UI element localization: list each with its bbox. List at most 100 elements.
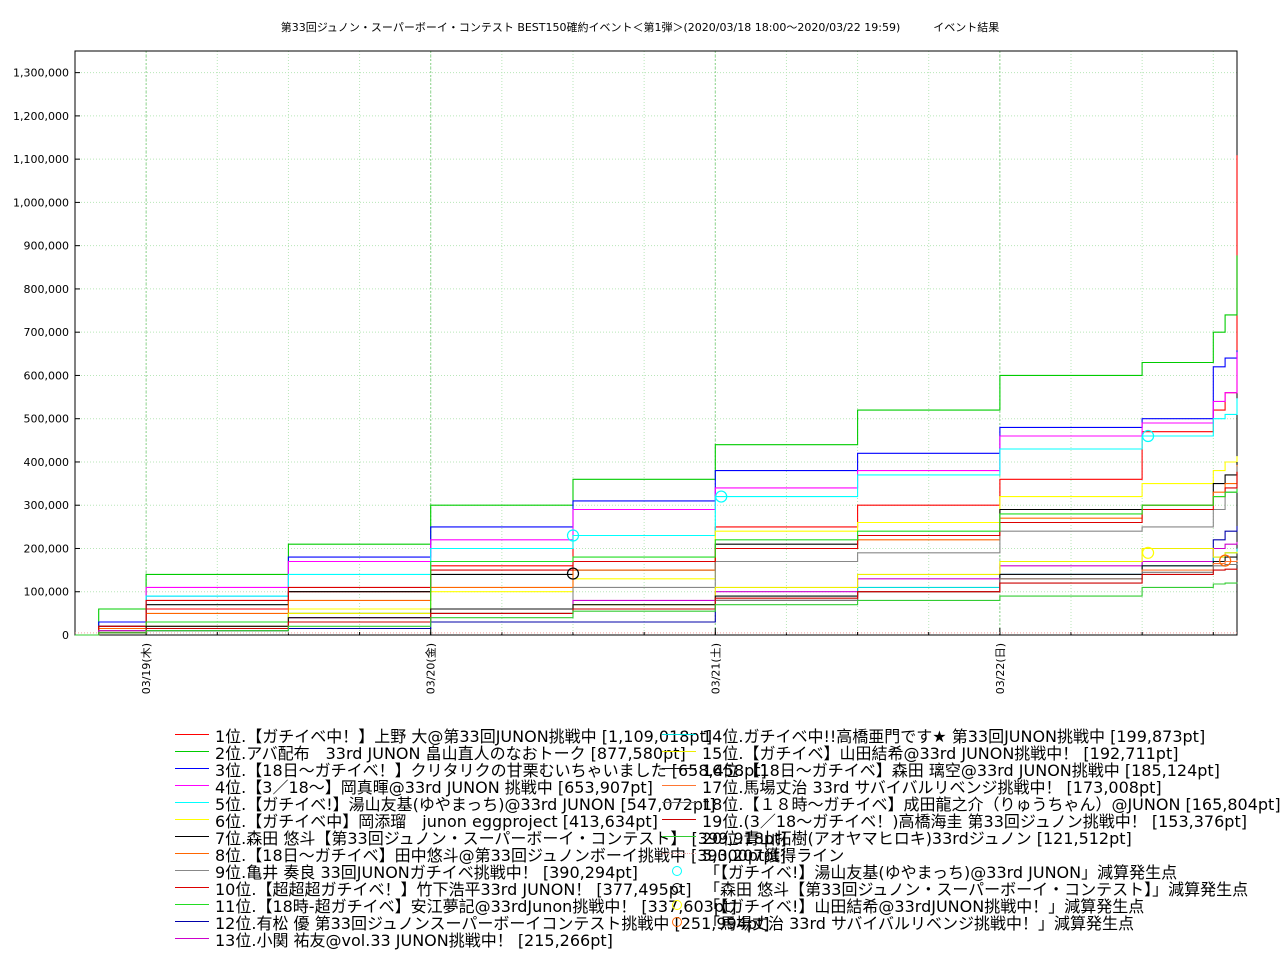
legend-item-series-20: 20位.青山拓樹(アオヤマヒロキ)33rdジュノン [121,512pt] <box>662 828 1132 848</box>
y-tick-label: 0 <box>62 629 69 642</box>
legend-label: 16位.【18日〜ガチイベ】森田 璃空@33rd JUNON挑戦中 [185,1… <box>702 760 1220 780</box>
legend-item-series-3: 3位.【18日〜ガチイベ！】クリタリクの甘栗むいちゃいました [658,458p… <box>175 760 767 780</box>
legend-swatch <box>175 887 209 888</box>
legend-swatch <box>175 870 209 871</box>
y-tick-label: 700,000 <box>24 326 70 339</box>
axes <box>74 50 1238 636</box>
y-tick-label: 900,000 <box>24 240 70 253</box>
y-tick-label: 1,100,000 <box>13 153 69 166</box>
y-tick-label: 1,200,000 <box>13 110 69 123</box>
legend-item-series-9: 9位.亀井 奏良 33回JUNONガチイベ挑戦中！ [390,294pt] <box>175 862 638 882</box>
legend-label: 「【ガチイベ!】山田結希@33rdJUNON挑戦中！」減算発生点 <box>704 896 1145 916</box>
legend-swatch <box>662 785 696 786</box>
series-line-19 <box>75 568 1238 636</box>
legend-item-marker-3: 「【ガチイベ!】山田結希@33rdJUNON挑戦中！」減算発生点 <box>668 896 1144 916</box>
legend-label: 5,000pt獲得ライン <box>702 845 845 865</box>
series-line-9 <box>75 466 1238 636</box>
x-tick-label: 03/20(金) <box>424 643 438 694</box>
marker-point-3 <box>1141 546 1155 559</box>
series-line-2 <box>75 255 1238 636</box>
legend-item-marker-4: 「馬場丈治 33rd サバイバルリベンジ挑戦中！」減算発生点 <box>668 913 1134 933</box>
y-tick-label: 600,000 <box>24 369 70 382</box>
legend-label: 18位.【１８時〜ガチイベ】成田龍之介（りゅうちゃん）@JUNON [165,8… <box>702 794 1280 814</box>
series-line-1 <box>75 155 1238 636</box>
series-line-17 <box>75 560 1238 636</box>
legend-swatch <box>175 853 209 854</box>
legend-swatch <box>662 853 696 854</box>
legend-swatch <box>672 865 682 876</box>
legend-swatch <box>672 882 682 893</box>
legend-label: 15位.【ガチイベ】山田結希@33rd JUNON挑戦中！ [192,711pt… <box>702 743 1179 763</box>
legend-label: 3位.【18日〜ガチイベ！】クリタリクの甘栗むいちゃいました [658,458p… <box>215 760 767 780</box>
marker-point-1 <box>715 490 728 503</box>
legend-label: 8位.【18日〜ガチイベ】田中悠斗@第33回ジュノンボーイ挑戦中 [393,20… <box>215 845 787 865</box>
legend-swatch <box>662 734 696 735</box>
grid <box>74 51 1237 636</box>
legend-label: 7位.森田 悠斗【第33回ジュノン・スーパーボーイ・コンテスト】 [399,91… <box>215 828 787 848</box>
x-tick-label: 03/22(日) <box>994 643 1007 694</box>
series-lines <box>75 155 1238 636</box>
legend-label: 11位.【18時-超ガチイベ】安江夢記@33rdJunon挑戦中！ [337,6… <box>215 896 737 916</box>
legend-label: 14位.ガチイベ中!!高橋亜門です★ 第33回JUNON挑戦中 [199,873… <box>702 726 1206 746</box>
legend-item-series-12: 12位.有松 優 第33回ジュノンスーパーボーイコンテスト挑戦中 [251,99… <box>175 913 770 933</box>
y-tick-label: 1,300,000 <box>13 67 69 80</box>
legend-swatch <box>175 785 209 786</box>
legend-label: 12位.有松 優 第33回ジュノンスーパーボーイコンテスト挑戦中 [251,99… <box>215 913 770 933</box>
legend-label: 20位.青山拓樹(アオヤマヒロキ)33rdジュノン [121,512pt] <box>702 828 1132 848</box>
marker-point-1 <box>1141 429 1155 443</box>
y-tick-label: 800,000 <box>24 283 70 296</box>
series-line-13 <box>75 541 1238 636</box>
legend-label: 4位.【3／18〜】岡真暉@33rd JUNON 挑戦中 [653,907pt] <box>215 777 653 797</box>
legend-swatch <box>175 904 209 905</box>
legend-item-series-8: 8位.【18日〜ガチイベ】田中悠斗@第33回ジュノンボーイ挑戦中 [393,20… <box>175 845 786 865</box>
legend-item-series-18: 18位.【１８時〜ガチイベ】成田龍之介（りゅうちゃん）@JUNON [165,8… <box>662 794 1280 814</box>
plot-frame <box>74 50 1238 636</box>
legend-swatch <box>175 802 209 803</box>
legend-swatch <box>672 916 682 927</box>
legend-swatch <box>662 802 696 803</box>
legend-item-series-11: 11位.【18時-超ガチイベ】安江夢記@33rdJunon挑戦中！ [337,6… <box>175 896 737 916</box>
legend-item-series-4: 4位.【3／18〜】岡真暉@33rd JUNON 挑戦中 [653,907pt] <box>175 777 653 797</box>
x-tick-label: 03/21(土) <box>709 643 722 694</box>
y-tick-label: 500,000 <box>24 413 70 426</box>
series-line-5 <box>75 398 1238 636</box>
series-line-3 <box>75 350 1238 636</box>
legend-item-series-7: 7位.森田 悠斗【第33回ジュノン・スーパーボーイ・コンテスト】 [399,91… <box>175 828 787 848</box>
legend-item-marker-1: 「【ガチイベ!】湯山友基(ゆやまっち)@33rd JUNON」減算発生点 <box>668 862 1177 882</box>
legend-label: 1位.【ガチイベ中！】上野 大@第33回JUNON挑戦中 [1,109,018p… <box>215 726 713 746</box>
legend-swatch <box>662 768 696 769</box>
legend-swatch <box>662 836 696 837</box>
markers <box>566 429 1232 580</box>
series-line-20 <box>75 582 1238 636</box>
legend-label: 「【ガチイベ!】湯山友基(ゆやまっち)@33rd JUNON」減算発生点 <box>704 862 1178 882</box>
legend-label: 「馬場丈治 33rd サバイバルリベンジ挑戦中！」減算発生点 <box>704 913 1135 933</box>
y-tick-label: 300,000 <box>24 499 70 512</box>
legend-item-series-17: 17位.馬場丈治 33rd サバイバルリベンジ挑戦中！ [173,008pt] <box>662 777 1162 797</box>
legend-label: 2位.アバ配布 33rd JUNON 畠山直人のなおトーク [877,580pt… <box>215 743 686 763</box>
legend-swatch <box>662 751 696 752</box>
legend-label: 13位.小関 祐友@vol.33 JUNON挑戦中！ [215,266pt] <box>215 930 613 950</box>
legend-label: 19位.(3／18〜ガチイベ！)高橋海圭 第33回ジュノン挑戦中！ [153,3… <box>702 811 1247 831</box>
legend-label: 5位.【ガチイベ!】湯山友基(ゆやまっち)@33rd JUNON [547,07… <box>215 794 716 814</box>
series-line-6 <box>75 456 1238 636</box>
legend-item-series-2: 2位.アバ配布 33rd JUNON 畠山直人のなおトーク [877,580pt… <box>175 743 686 763</box>
x-tick-label: 03/19(木) <box>140 643 153 694</box>
legend-swatch <box>672 899 682 910</box>
marker-point-1 <box>566 529 580 542</box>
legend-item-reference-line: 5,000pt獲得ライン <box>662 845 844 865</box>
legend-item-series-6: 6位.【ガチイベ中】岡添瑠 junon eggproject [413,634p… <box>175 811 658 831</box>
legend-label: 17位.馬場丈治 33rd サバイバルリベンジ挑戦中！ [173,008pt] <box>702 777 1162 797</box>
legend-swatch <box>175 751 209 752</box>
series-line-4 <box>75 352 1238 636</box>
legend-swatch <box>175 819 209 820</box>
y-tick-label: 400,000 <box>24 456 70 469</box>
series-line-16 <box>75 554 1238 636</box>
marker-point-4 <box>1219 554 1232 567</box>
y-tick-label: 200,000 <box>24 542 70 555</box>
legend-label: 6位.【ガチイベ中】岡添瑠 junon eggproject [413,634p… <box>215 811 658 831</box>
legend-swatch <box>175 734 209 735</box>
y-tick-label: 1,000,000 <box>13 196 69 209</box>
legend-item-series-10: 10位.【超超超ガチイベ！】竹下浩平33rd JUNON！ [377,495pt… <box>175 879 691 899</box>
legend-item-series-5: 5位.【ガチイベ!】湯山友基(ゆやまっち)@33rd JUNON [547,07… <box>175 794 716 814</box>
